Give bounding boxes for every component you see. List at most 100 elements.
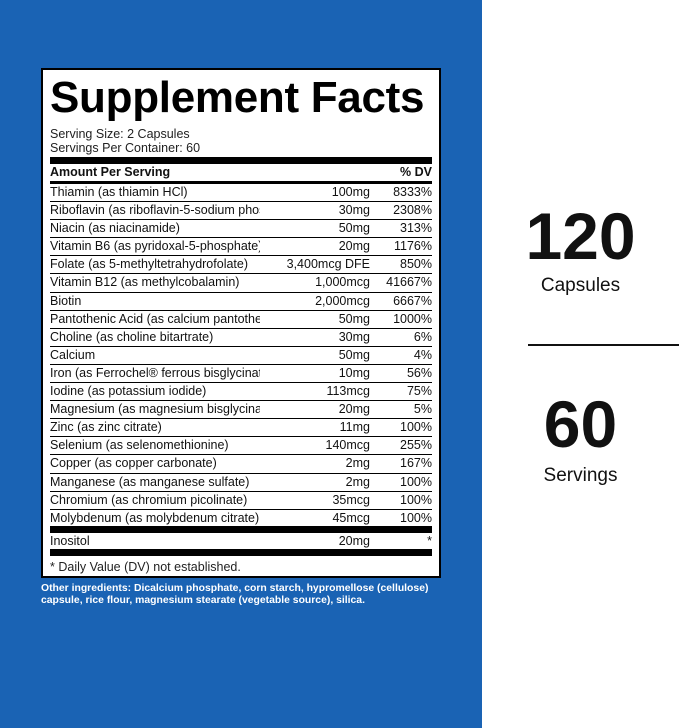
nutrient-name: Copper (as copper carbonate) xyxy=(50,456,217,471)
nutrient-dv: 1176% xyxy=(394,239,432,254)
nutrient-dv: 4% xyxy=(413,347,432,362)
nutrient-dv: 75% xyxy=(406,384,432,399)
nutrient-amount: 1,000mcg xyxy=(315,275,370,290)
extra-rows: Inositol 20mg * xyxy=(50,533,432,550)
nutrient-dv: * xyxy=(427,533,432,548)
nutrient-name: Iron (as Ferrochel® ferrous bisglycinate… xyxy=(50,365,260,380)
nutrient-dv: 5% xyxy=(413,402,432,417)
nutrient-dv: 8333% xyxy=(393,185,432,199)
nutrient-name: Vitamin B6 (as pyridoxal-5-phosphate) xyxy=(50,239,260,254)
nutrient-dv: 100% xyxy=(400,510,432,525)
nutrient-name: Choline (as choline bitartrate) xyxy=(50,329,214,344)
nutrient-name: Iodine (as potassium iodide) xyxy=(50,384,207,399)
nutrient-row: Iodine (as potassium iodide) 113mcg 75% xyxy=(50,383,432,402)
nutrient-amount: 20mg xyxy=(338,239,370,254)
nutrient-row: Calcium 50mg 4% xyxy=(50,347,432,365)
header-dv: % DV xyxy=(400,165,432,179)
nutrient-row: Inositol 20mg * xyxy=(50,533,432,550)
nutrient-amount: 20mg xyxy=(338,533,370,548)
nutrient-amount: 35mcg xyxy=(332,492,370,507)
nutrient-amount: 140mcg xyxy=(325,438,370,453)
nutrient-name: Magnesium (as magnesium bisglycinate) xyxy=(50,402,260,417)
other-ingredients: Other ingredients: Dicalcium phosphate, … xyxy=(41,583,429,606)
footnote: * Daily Value (DV) not established. xyxy=(50,559,241,574)
nutrient-amount: 20mg xyxy=(338,402,370,417)
header-amount: Amount Per Serving xyxy=(50,165,171,179)
nutrient-row: Zinc (as zinc citrate) 11mg 100% xyxy=(50,419,432,438)
nutrient-amount: 50mg xyxy=(338,221,370,236)
nutrient-name: Pantothenic Acid (as calcium pantothenat… xyxy=(50,311,260,326)
nutrient-name: Selenium (as selenomethionine) xyxy=(50,438,229,453)
nutrient-rows: Thiamin (as thiamin HCl) 100mg 8333% Ribofl… xyxy=(50,184,432,527)
nutrient-dv: 167% xyxy=(400,456,432,471)
servings-per-container: Servings Per Container: 60 xyxy=(50,141,201,155)
nutrient-name: Inositol xyxy=(50,533,90,548)
nutrient-name: Manganese (as manganese sulfate) xyxy=(50,474,250,489)
nutrient-amount: 45mcg xyxy=(332,510,370,525)
nutrient-amount: 100mg xyxy=(331,185,370,199)
nutrient-amount: 113mcg xyxy=(326,384,370,399)
nutrient-amount: 3,400mcg DFE xyxy=(286,257,370,272)
divider xyxy=(50,525,432,533)
nutrient-amount: 50mg xyxy=(338,311,370,326)
nutrient-dv: 2308% xyxy=(393,203,432,218)
nutrient-dv: 100% xyxy=(400,474,432,489)
stat-number: 60 xyxy=(543,387,618,461)
nutrient-amount: 30mg xyxy=(338,203,370,218)
stat-unit: Servings xyxy=(543,465,618,486)
nutrient-amount: 10mg xyxy=(338,365,370,380)
nutrient-row: Copper (as copper carbonate) 2mg 167% xyxy=(50,455,432,474)
nutrient-name: Niacin (as niacinamide) xyxy=(50,221,180,236)
nutrient-dv: 6% xyxy=(413,329,432,344)
nutrient-row: Molybdenum (as molybdenum citrate) 45mcg 1… xyxy=(50,510,432,527)
nutrient-name: Chromium (as chromium picolinate) xyxy=(50,492,248,507)
nutrient-row: Folate (as 5-methyltetrahydrofolate) 3,40… xyxy=(50,256,432,275)
nutrient-dv: 255% xyxy=(400,438,432,453)
nutrient-dv: 1000% xyxy=(393,311,432,326)
stat-number: 120 xyxy=(525,199,636,273)
nutrient-row: Niacin (as niacinamide) 50mg 313% xyxy=(50,220,432,239)
nutrient-row: Pantothenic Acid (as calcium pantothenat… xyxy=(50,311,432,329)
divider xyxy=(50,181,432,184)
nutrient-row: Magnesium (as magnesium bisglycinate) 20m… xyxy=(50,401,432,420)
nutrient-amount: 50mg xyxy=(338,347,370,362)
nutrient-dv: 850% xyxy=(400,257,432,272)
nutrient-amount: 2mg xyxy=(345,474,370,489)
nutrient-amount: 11mg xyxy=(339,420,370,435)
facts-label: Supplement Facts Serving Size: 2 Capsule… xyxy=(41,68,441,578)
nutrient-dv: 56% xyxy=(406,365,432,380)
nutrient-row: Manganese (as manganese sulfate) 2mg 100% xyxy=(50,474,432,492)
nutrient-name: Riboflavin (as riboflavin-5-sodium phosp… xyxy=(50,203,260,218)
divider xyxy=(50,548,432,556)
nutrient-name: Biotin xyxy=(50,293,82,308)
stat-unit: Capsules xyxy=(540,275,621,296)
nutrient-row: Iron (as Ferrochel® ferrous bisglycinate… xyxy=(50,365,432,384)
nutrient-amount: 2mg xyxy=(345,456,370,471)
label-title: Supplement Facts xyxy=(50,73,425,122)
nutrient-name: Folate (as 5-methyltetrahydrofolate) xyxy=(50,257,249,272)
nutrient-name: Molybdenum (as molybdenum citrate) xyxy=(50,510,260,525)
nutrient-dv: 313% xyxy=(400,221,432,236)
nutrient-row: Vitamin B6 (as pyridoxal-5-phosphate) 20m… xyxy=(50,238,432,257)
nutrient-name: Calcium xyxy=(50,347,96,362)
nutrient-row: Vitamin B12 (as methylcobalamin) 1,000mcg… xyxy=(50,274,432,293)
nutrient-row: Chromium (as chromium picolinate) 35mcg 10… xyxy=(50,492,432,510)
nutrient-row: Choline (as choline bitartrate) 30mg 6% xyxy=(50,329,432,347)
nutrient-dv: 41667% xyxy=(386,275,432,290)
nutrient-name: Vitamin B12 (as methylcobalamin) xyxy=(50,275,240,290)
header-row: Amount Per Serving % DV xyxy=(50,164,432,181)
nutrient-dv: 100% xyxy=(400,492,432,507)
nutrient-name: Thiamin (as thiamin HCl) xyxy=(50,185,188,199)
nutrient-row: Selenium (as selenomethionine) 140mcg 255% xyxy=(50,437,432,456)
nutrient-dv: 6667% xyxy=(393,293,432,308)
nutrient-name: Zinc (as zinc citrate) xyxy=(50,420,162,435)
nutrient-amount: 30mg xyxy=(338,329,370,344)
nutrient-row: Thiamin (as thiamin HCl) 100mg 8333% xyxy=(50,184,432,203)
serving-size: Serving Size: 2 Capsules xyxy=(50,127,190,141)
nutrient-row: Biotin 2,000mcg 6667% xyxy=(50,293,432,311)
nutrient-amount: 2,000mcg xyxy=(315,293,370,308)
nutrient-row: Riboflavin (as riboflavin-5-sodium phosp… xyxy=(50,202,432,221)
nutrient-dv: 100% xyxy=(400,420,432,435)
separator xyxy=(528,344,679,346)
